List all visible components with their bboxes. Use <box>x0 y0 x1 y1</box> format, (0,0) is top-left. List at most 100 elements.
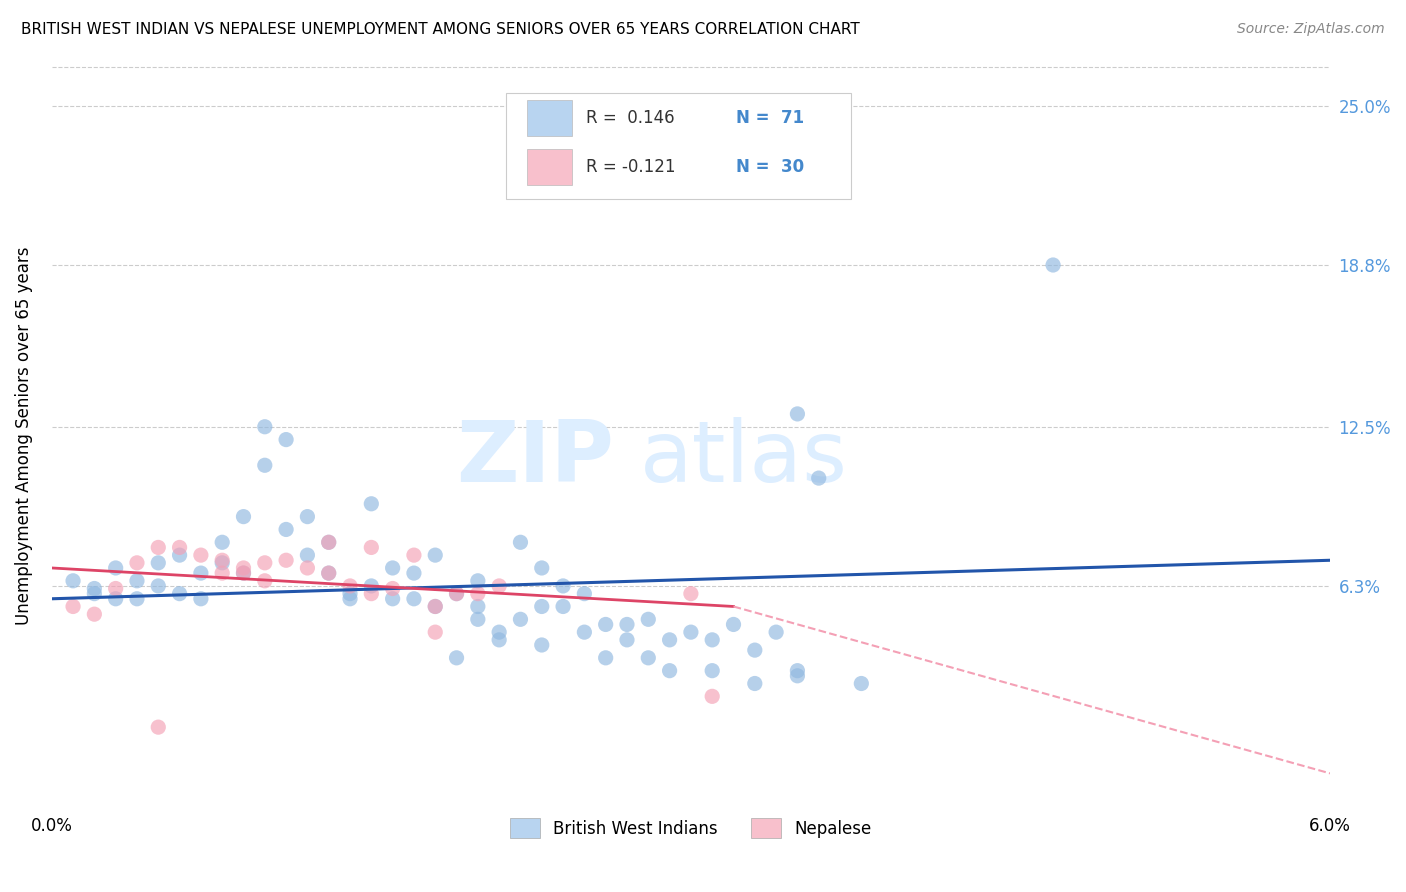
Point <box>232 566 254 580</box>
Text: N =  71: N = 71 <box>735 110 804 128</box>
Point <box>360 579 382 593</box>
Point <box>488 632 510 647</box>
Point <box>274 523 297 537</box>
Point <box>807 471 830 485</box>
Point <box>509 535 531 549</box>
Point <box>467 574 489 588</box>
Point <box>83 582 105 596</box>
Point <box>744 643 766 657</box>
Point <box>190 548 212 562</box>
Point <box>679 587 702 601</box>
Point <box>83 587 105 601</box>
Point <box>702 664 724 678</box>
Point <box>381 582 404 596</box>
Point <box>297 509 319 524</box>
Point <box>232 566 254 580</box>
Point <box>339 579 361 593</box>
Point <box>679 625 702 640</box>
Point <box>104 582 127 596</box>
Point <box>446 587 468 601</box>
Point <box>297 561 319 575</box>
Point <box>658 664 681 678</box>
Point <box>574 137 596 152</box>
Point <box>509 612 531 626</box>
Point <box>574 625 596 640</box>
Point <box>62 599 84 614</box>
Text: atlas: atlas <box>640 417 848 500</box>
Point <box>765 625 787 640</box>
Point <box>148 541 170 555</box>
Point <box>425 548 447 562</box>
Point <box>148 579 170 593</box>
Point <box>360 587 382 601</box>
Point <box>360 541 382 555</box>
Text: Source: ZipAtlas.com: Source: ZipAtlas.com <box>1237 22 1385 37</box>
Point <box>637 612 659 626</box>
Point <box>402 566 425 580</box>
Point <box>190 591 212 606</box>
Point <box>83 607 105 622</box>
Point <box>381 591 404 606</box>
Point <box>786 407 808 421</box>
Point <box>148 720 170 734</box>
Point <box>125 591 148 606</box>
Point <box>467 587 489 601</box>
Point <box>169 541 191 555</box>
FancyBboxPatch shape <box>506 94 851 199</box>
Point <box>253 556 276 570</box>
Point <box>253 574 276 588</box>
FancyBboxPatch shape <box>527 149 572 186</box>
Point <box>211 556 233 570</box>
Point <box>595 650 617 665</box>
Point <box>551 599 574 614</box>
Point <box>425 599 447 614</box>
Point <box>574 587 596 601</box>
Point <box>169 587 191 601</box>
Point <box>551 579 574 593</box>
Point <box>62 574 84 588</box>
Text: R = -0.121: R = -0.121 <box>586 158 675 177</box>
Point <box>253 419 276 434</box>
FancyBboxPatch shape <box>527 100 572 136</box>
Point <box>488 625 510 640</box>
Point <box>446 650 468 665</box>
Point <box>786 669 808 683</box>
Point <box>702 690 724 704</box>
Point <box>232 561 254 575</box>
Text: ZIP: ZIP <box>457 417 614 500</box>
Point <box>616 617 638 632</box>
Point <box>467 612 489 626</box>
Point <box>446 587 468 601</box>
Point <box>616 632 638 647</box>
Text: N =  30: N = 30 <box>735 158 804 177</box>
Point <box>274 553 297 567</box>
Point <box>530 561 553 575</box>
Point <box>169 548 191 562</box>
Point <box>637 650 659 665</box>
Point <box>339 591 361 606</box>
Point <box>723 617 745 632</box>
Point <box>211 566 233 580</box>
Point <box>339 587 361 601</box>
Point <box>125 574 148 588</box>
Point <box>425 599 447 614</box>
Point <box>530 638 553 652</box>
Point <box>318 535 340 549</box>
Point <box>297 548 319 562</box>
Point <box>360 497 382 511</box>
Point <box>595 617 617 632</box>
Point <box>104 561 127 575</box>
Point <box>253 458 276 473</box>
Point <box>425 625 447 640</box>
Point <box>232 509 254 524</box>
Point <box>125 556 148 570</box>
Y-axis label: Unemployment Among Seniors over 65 years: Unemployment Among Seniors over 65 years <box>15 246 32 625</box>
Point <box>274 433 297 447</box>
Point <box>530 599 553 614</box>
Point <box>402 548 425 562</box>
Point <box>190 566 212 580</box>
Point <box>381 561 404 575</box>
Point <box>318 566 340 580</box>
Point <box>1042 258 1064 272</box>
Point <box>786 664 808 678</box>
